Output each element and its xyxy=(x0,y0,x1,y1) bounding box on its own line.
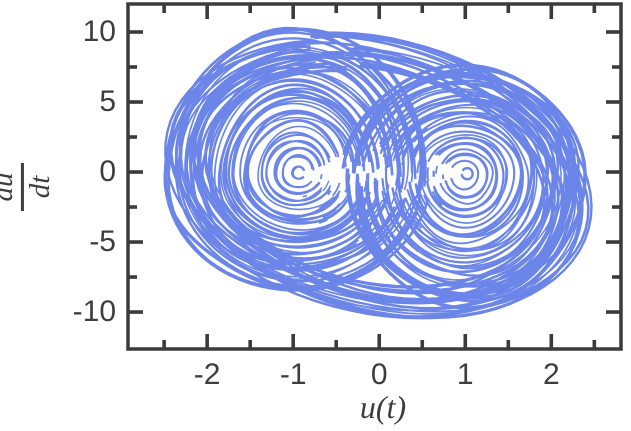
reinjection-comb-arc xyxy=(427,148,438,163)
y-tick-label: 0 xyxy=(99,155,116,189)
reinjection-comb-arc xyxy=(325,190,341,207)
reinjection-comb-arc xyxy=(382,199,396,227)
x-axis-label: u(t) xyxy=(359,389,407,425)
trajectory-loop xyxy=(342,63,587,310)
reinjection-comb-arc xyxy=(332,182,341,197)
reinjection-comb-arc xyxy=(391,220,420,253)
reinjection-comb-arc xyxy=(326,185,332,193)
reinjection-comb-arc xyxy=(390,172,399,205)
trajectory-loop xyxy=(273,146,321,196)
reinjection-comb-arc xyxy=(384,140,396,171)
reinjection-comb-arc xyxy=(318,218,328,224)
trajectory-loop xyxy=(196,61,555,293)
reinjection-comb-arc xyxy=(400,116,425,140)
trajectory-loop xyxy=(175,35,580,313)
reinjection-comb-arc xyxy=(322,208,337,219)
reinjection-comb-arc xyxy=(302,208,323,217)
trajectory-loop xyxy=(168,34,584,320)
reinjection-comb-arc xyxy=(319,174,323,180)
trajectory-loop xyxy=(341,67,577,303)
trajectory-loop xyxy=(408,119,524,238)
y-tick-label: -10 xyxy=(72,295,116,329)
trajectory-loop xyxy=(232,100,362,234)
trajectory-loop xyxy=(265,140,326,202)
axes xyxy=(126,2,623,351)
trajectory-loop xyxy=(281,154,315,189)
reinjection-comb-arc xyxy=(423,162,427,175)
trajectory-loop xyxy=(246,119,340,217)
reinjection-comb-arc xyxy=(410,214,423,229)
plot-frame xyxy=(126,2,623,351)
trajectory-loop xyxy=(175,35,581,315)
trajectory-loop xyxy=(257,125,338,211)
reinjection-comb-arc xyxy=(396,184,403,201)
reinjection-comb-arc xyxy=(313,187,323,196)
x-tick-label: -1 xyxy=(279,358,307,391)
trajectory-loop xyxy=(392,103,545,259)
trajectory-loop xyxy=(439,148,494,205)
trajectory-loop xyxy=(392,112,533,253)
reinjection-comb-arc xyxy=(338,239,360,252)
trajectory-loop xyxy=(196,63,394,263)
x-tick-label: 1 xyxy=(456,358,474,391)
reinjection-comb-arc xyxy=(302,194,308,198)
reinjection-comb-arc xyxy=(318,199,332,210)
reinjection-comb-arc xyxy=(435,165,439,174)
trajectory-loop xyxy=(446,153,488,199)
reinjection-comb-arc xyxy=(321,226,338,235)
y-tick-label: 10 xyxy=(82,15,116,48)
trajectory-loop xyxy=(291,165,305,180)
trajectory-loop xyxy=(239,109,353,225)
reinjection-comb-arc xyxy=(441,174,445,180)
reinjection-comb-arc xyxy=(398,164,403,193)
trajectory-loop xyxy=(198,51,560,301)
trajectory-loop xyxy=(192,55,400,266)
trajectory-loop xyxy=(184,45,414,278)
attractor-trajectory xyxy=(163,26,593,320)
trajectory-loop xyxy=(217,83,375,243)
trajectory-loop xyxy=(433,142,499,212)
trajectory-loop xyxy=(379,98,554,268)
trajectory-loop xyxy=(420,134,507,224)
reinjection-comb-arc xyxy=(442,157,449,164)
reinjection-comb-arc xyxy=(416,154,423,174)
reinjection-comb-arc xyxy=(401,148,409,166)
reinjection-comb-arc xyxy=(432,195,443,207)
trajectory-loop xyxy=(204,56,549,295)
trajectory-loop xyxy=(401,115,530,245)
reinjection-comb-arc xyxy=(339,242,358,253)
reinjection-comb-arc xyxy=(417,189,427,205)
trajectory-loop xyxy=(450,159,480,191)
x-tick-label: -2 xyxy=(193,358,221,391)
x-tick-label: 2 xyxy=(542,358,560,391)
y-tick-label: -5 xyxy=(89,225,116,259)
trajectory-loop xyxy=(390,106,538,257)
trajectory-loop xyxy=(260,133,331,207)
reinjection-comb-arc xyxy=(326,190,332,196)
reinjection-comb-arc xyxy=(412,127,429,143)
trajectory-loop xyxy=(460,166,474,181)
reinjection-comb-arc xyxy=(322,180,330,192)
reinjection-comb-arc xyxy=(391,187,405,220)
y-tick-label: 5 xyxy=(99,85,116,118)
x-tick-label: 0 xyxy=(370,358,388,391)
reinjection-comb-arc xyxy=(427,219,439,229)
trajectory-loop xyxy=(422,130,516,229)
trajectory-loop xyxy=(397,111,536,252)
trajectory-loop xyxy=(185,41,570,310)
trajectory-loop xyxy=(210,79,380,249)
reinjection-comb-arc xyxy=(426,167,430,182)
